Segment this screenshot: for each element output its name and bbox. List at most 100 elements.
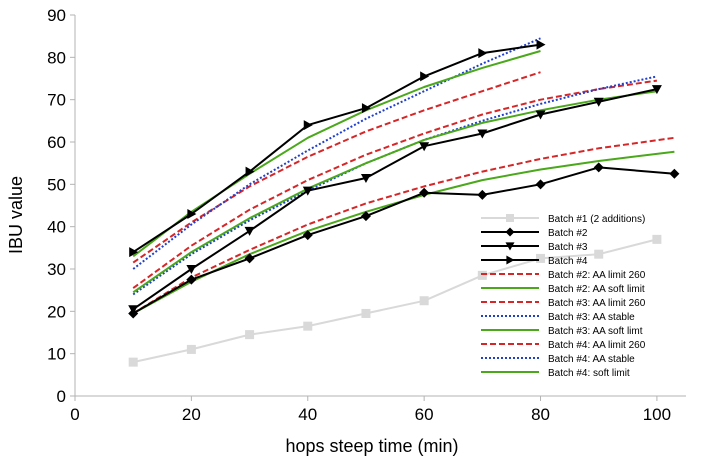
- x-tick-label: 40: [298, 405, 317, 424]
- y-tick-label: 60: [47, 133, 66, 152]
- series-5: [132, 136, 675, 315]
- y-tick-label: 20: [47, 302, 66, 321]
- marker-triangle-down: [186, 265, 197, 274]
- series-line: [132, 43, 541, 253]
- legend-label: Batch #4: [548, 256, 588, 267]
- marker-diamond: [419, 187, 430, 198]
- y-tick-label: 10: [47, 345, 66, 364]
- y-tick-label: 30: [47, 260, 66, 279]
- legend-label: Batch #2: AA soft limit: [548, 284, 645, 295]
- series-3: [128, 85, 662, 315]
- legend-label: Batch #4: AA limit 260: [548, 340, 646, 351]
- marker-triangle-down: [360, 173, 371, 183]
- marker-triangle-right: [506, 255, 515, 265]
- x-tick-label: 60: [415, 405, 434, 424]
- x-tick-label: 80: [531, 405, 550, 424]
- series-line: [132, 75, 658, 296]
- y-tick-label: 90: [47, 6, 66, 25]
- axes: [70, 14, 686, 401]
- marker-diamond: [535, 179, 546, 190]
- marker-square: [477, 270, 487, 280]
- legend-entry: Batch #4: [481, 255, 588, 267]
- y-axis-title: IBU value: [6, 176, 26, 254]
- y-tick-label: 0: [57, 387, 66, 406]
- x-tick-label: 20: [182, 405, 201, 424]
- series-line: [132, 136, 675, 315]
- plot-area: [128, 37, 680, 367]
- series-line: [132, 71, 541, 264]
- series-10: [132, 71, 541, 264]
- marker-triangle-right: [303, 120, 313, 131]
- legend-label: Batch #4: soft limit: [548, 368, 630, 379]
- marker-square: [652, 234, 662, 244]
- legend-entry: Batch #2: AA limit 260: [481, 270, 646, 281]
- marker-triangle-down: [419, 142, 430, 152]
- legend-entry: Batch #1 (2 additions): [481, 214, 645, 225]
- marker-triangle-down: [535, 110, 546, 120]
- marker-triangle-down: [302, 186, 313, 196]
- marker-triangle-right: [245, 166, 255, 177]
- y-tick-label: 70: [47, 91, 66, 110]
- marker-triangle-down: [593, 97, 604, 107]
- series-line: [132, 90, 658, 294]
- marker-triangle-down: [651, 85, 662, 95]
- legend-entry: Batch #3: AA soft limt: [481, 326, 643, 337]
- marker-square: [536, 253, 546, 263]
- legend-entry: Batch #4: AA stable: [481, 354, 635, 365]
- series-line: [132, 50, 541, 258]
- legend-label: Batch #2: [548, 228, 588, 239]
- legend-label: Batch #3: AA soft limt: [548, 326, 643, 337]
- marker-triangle-right: [420, 71, 430, 82]
- series-12: [132, 50, 541, 258]
- legend-entry: Batch #4: AA limit 260: [481, 340, 646, 351]
- series-7: [132, 79, 658, 289]
- marker-square: [506, 214, 514, 222]
- legend-entry: Batch #3: AA limit 260: [481, 298, 646, 309]
- y-tick-label: 80: [47, 48, 66, 67]
- x-axis-title: hops steep time (min): [285, 436, 458, 456]
- marker-triangle-right: [129, 247, 139, 258]
- x-tick-label: 0: [70, 405, 79, 424]
- y-tick-label: 40: [47, 218, 66, 237]
- legend-entry: Batch #4: soft limit: [481, 368, 630, 379]
- series-9: [132, 90, 658, 294]
- series-line: [132, 88, 658, 311]
- marker-square: [303, 321, 313, 331]
- series-2: [128, 162, 680, 319]
- marker-triangle-down: [128, 305, 139, 315]
- marker-square: [186, 344, 196, 354]
- marker-square: [361, 308, 371, 318]
- marker-triangle-right: [361, 103, 371, 114]
- legend-entry: Batch #3: AA stable: [481, 312, 635, 323]
- marker-triangle-right: [536, 39, 546, 50]
- legend-label: Batch #3: AA stable: [548, 312, 635, 323]
- legend-entry: Batch #2: AA soft limit: [481, 284, 645, 295]
- y-tick-label: 50: [47, 175, 66, 194]
- series-line: [132, 79, 658, 289]
- legend-label: Batch #4: AA stable: [548, 354, 635, 365]
- marker-diamond: [302, 230, 313, 241]
- marker-diamond: [669, 168, 680, 179]
- marker-diamond: [505, 227, 515, 237]
- legend-label: Batch #1 (2 additions): [548, 214, 645, 225]
- marker-diamond: [593, 162, 604, 173]
- marker-triangle-down: [244, 226, 255, 236]
- legend-entry: Batch #2: [481, 227, 588, 239]
- legend-entry: Batch #3: [481, 242, 588, 253]
- tick-labels: 0 10 20 30 40 50 60 70 80 90 0 20 40 60 80 100: [47, 6, 671, 424]
- series-line: [132, 37, 541, 270]
- legend: Batch #1 (2 additions) Batch #2 Batch #3 Ba…: [481, 214, 646, 379]
- marker-diamond: [477, 189, 488, 200]
- marker-triangle-right: [478, 48, 488, 59]
- x-tick-label: 100: [643, 405, 671, 424]
- series-8: [132, 75, 658, 296]
- marker-square: [419, 296, 429, 306]
- series-4: [129, 39, 546, 258]
- series-line: [132, 238, 658, 364]
- marker-square: [245, 330, 255, 340]
- marker-diamond: [186, 274, 197, 285]
- legend-label: Batch #2: AA limit 260: [548, 270, 646, 281]
- marker-square: [128, 357, 138, 367]
- legend-label: Batch #3: AA limit 260: [548, 298, 646, 309]
- marker-diamond: [360, 211, 371, 222]
